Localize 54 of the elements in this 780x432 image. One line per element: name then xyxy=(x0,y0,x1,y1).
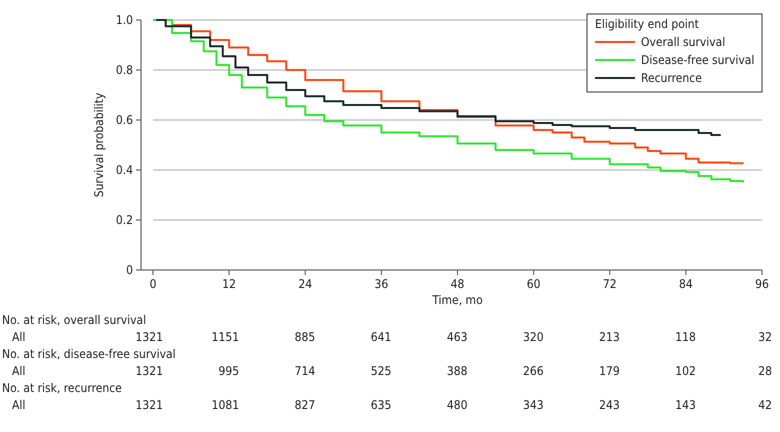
text: 118 xyxy=(675,330,696,344)
text: 1321 xyxy=(136,398,163,412)
y-axis-title: Survival probability xyxy=(92,92,106,198)
text: 42 xyxy=(758,398,772,412)
x-tick-label: 60 xyxy=(526,277,541,291)
legend-label: Recurrence xyxy=(641,71,702,85)
x-axis-title: Time, mo xyxy=(431,293,484,307)
text: 213 xyxy=(599,330,620,344)
y-tick-label: 0.8 xyxy=(116,63,134,78)
text: All xyxy=(12,398,26,412)
text: No. at risk, overall survival xyxy=(2,313,146,327)
text: 635 xyxy=(370,398,392,412)
x-tick-label: 72 xyxy=(602,277,617,291)
text: 343 xyxy=(523,398,544,412)
x-tick-label: 12 xyxy=(222,277,236,291)
y-tick-label: 1.0 xyxy=(116,13,134,28)
text: 388 xyxy=(446,364,468,378)
text: 243 xyxy=(599,398,620,412)
text: 1081 xyxy=(212,398,240,412)
text: 827 xyxy=(294,398,316,412)
text: 179 xyxy=(599,364,620,378)
y-tick-label: 0.4 xyxy=(116,163,134,178)
text: 995 xyxy=(218,364,240,378)
x-tick-label: 36 xyxy=(374,277,388,291)
text: 463 xyxy=(446,330,468,344)
text: No. at risk, disease-free survival xyxy=(2,347,176,361)
x-tick-label: 96 xyxy=(755,277,769,291)
x-tick-label: 0 xyxy=(150,277,157,291)
y-tick-label: 0.2 xyxy=(116,213,133,228)
text: 641 xyxy=(370,330,392,344)
text: 32 xyxy=(758,330,772,344)
text: 1321 xyxy=(136,330,163,344)
x-tick-label: 48 xyxy=(450,277,464,291)
x-tick-label: 24 xyxy=(298,277,312,291)
text: 1151 xyxy=(212,330,240,344)
text: 714 xyxy=(294,364,316,378)
text: 885 xyxy=(294,330,316,344)
text: 1321 xyxy=(136,364,163,378)
text: 320 xyxy=(523,330,544,344)
legend-label: Overall survival xyxy=(641,35,726,49)
legend-title: Eligibility end point xyxy=(595,17,699,31)
text: 480 xyxy=(446,398,468,412)
text: 266 xyxy=(523,364,544,378)
y-tick-label: 0.6 xyxy=(116,113,134,128)
text: No. at risk, recurrence xyxy=(2,381,122,395)
x-tick-label: 84 xyxy=(679,277,693,291)
text: 143 xyxy=(675,398,696,412)
text: All xyxy=(12,330,26,344)
text: 102 xyxy=(675,364,696,378)
text: All xyxy=(12,364,26,378)
text: 525 xyxy=(370,364,392,378)
text: 28 xyxy=(758,364,772,378)
y-tick-label: 0 xyxy=(126,263,134,278)
legend-label: Disease-free survival xyxy=(641,53,754,67)
